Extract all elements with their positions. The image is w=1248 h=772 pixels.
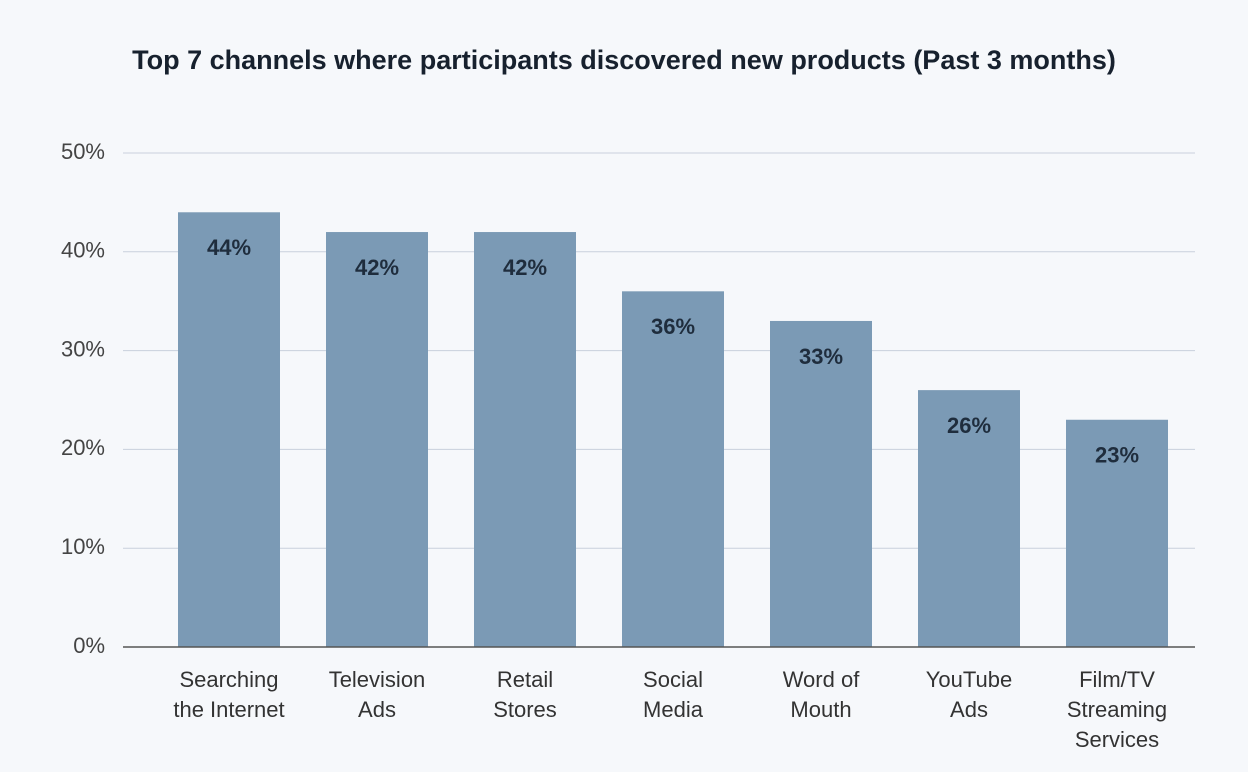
- bar: [770, 320, 872, 647]
- bar: [474, 232, 576, 648]
- y-tick-label: 50%: [61, 139, 105, 164]
- x-tick-label: Searching the Internet: [173, 667, 284, 722]
- x-tick-label: Retail Stores: [493, 667, 557, 722]
- bar: [1066, 419, 1168, 647]
- x-tick-label: Word of Mouth: [783, 667, 861, 722]
- value-label: 42%: [503, 255, 547, 280]
- value-label: 42%: [355, 255, 399, 280]
- y-tick-label: 40%: [61, 238, 105, 263]
- y-tick-label: 20%: [61, 435, 105, 460]
- value-label: 36%: [651, 314, 695, 339]
- value-label: 44%: [207, 235, 251, 260]
- chart-title: Top 7 channels where participants discov…: [132, 45, 1116, 75]
- x-tick-label: Social Media: [643, 667, 704, 722]
- value-label: 26%: [947, 413, 991, 438]
- x-tick-label: YouTube Ads: [926, 667, 1012, 722]
- value-label: 23%: [1095, 443, 1139, 468]
- bar: [326, 232, 428, 648]
- x-tick-label: Film/TV Streaming Services: [1067, 667, 1167, 752]
- bar: [622, 291, 724, 647]
- value-label: 33%: [799, 344, 843, 369]
- x-tick-label: Television Ads: [329, 667, 426, 722]
- y-tick-label: 0%: [73, 633, 105, 658]
- y-tick-label: 10%: [61, 534, 105, 559]
- bar: [178, 212, 280, 647]
- bar: [918, 390, 1020, 647]
- y-tick-label: 30%: [61, 336, 105, 361]
